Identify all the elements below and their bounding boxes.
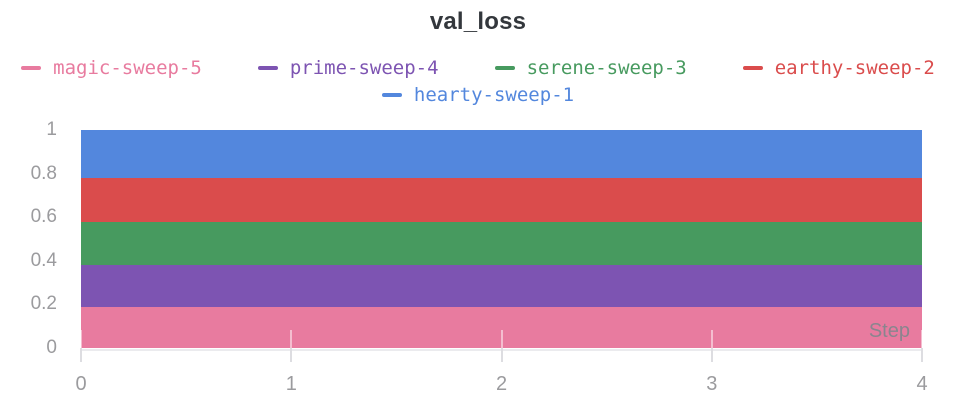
area-series-hearty-sweep-1[interactable] <box>81 130 922 178</box>
y-tick-label: 0 <box>46 337 57 358</box>
legend-item-serene-sweep-3[interactable]: serene-sweep-3 <box>494 57 687 79</box>
x-tick-mark <box>290 330 292 348</box>
x-axis-title: Step <box>868 320 910 342</box>
y-tick-label: 1 <box>46 119 57 140</box>
x-tick-mark <box>711 330 713 348</box>
legend-item-label: serene-sweep-3 <box>526 57 687 79</box>
x-tick-label: 2 <box>495 373 508 395</box>
legend-line-icon <box>742 66 763 70</box>
area-series-earthy-sweep-2[interactable] <box>81 177 922 222</box>
chart-legend: magic-sweep-5 prime-sweep-4 serene-sweep-3… <box>0 57 956 106</box>
x-tick-mark <box>501 330 503 348</box>
plot-area[interactable]: Step <box>80 130 923 362</box>
legend-item-magic-sweep-5[interactable]: magic-sweep-5 <box>21 57 202 79</box>
legend-line-icon <box>21 66 42 70</box>
x-tick-mark <box>711 348 713 362</box>
legend-item-prime-sweep-4[interactable]: prime-sweep-4 <box>257 57 439 79</box>
legend-item-label: magic-sweep-5 <box>53 57 202 79</box>
legend-line-icon <box>494 66 515 70</box>
legend-item-label: earthy-sweep-2 <box>774 57 935 79</box>
x-tick-mark <box>921 330 923 348</box>
legend-line-icon <box>381 93 402 97</box>
x-tick-mark <box>921 348 923 362</box>
area-series-serene-sweep-3[interactable] <box>81 221 922 266</box>
x-tick-label: 4 <box>916 373 928 395</box>
y-tick-label: 0.4 <box>30 249 57 271</box>
x-tick-label: 1 <box>285 373 297 395</box>
legend-item-label: hearty-sweep-1 <box>413 84 575 106</box>
legend-item-label: prime-sweep-4 <box>289 57 439 79</box>
legend-item-earthy-sweep-2[interactable]: earthy-sweep-2 <box>742 57 935 79</box>
area-series-prime-sweep-4[interactable] <box>81 265 922 307</box>
x-tick-mark <box>501 348 503 362</box>
legend-item-hearty-sweep-1[interactable]: hearty-sweep-1 <box>381 84 575 106</box>
y-tick-label: 0.2 <box>30 293 57 315</box>
x-tick-label: 3 <box>706 373 718 395</box>
x-tick-label: 0 <box>75 373 87 395</box>
x-tick-mark <box>290 348 292 362</box>
x-tick-mark <box>80 330 82 348</box>
x-tick-mark <box>80 348 82 362</box>
y-tick-label: 0.8 <box>30 162 57 184</box>
legend-line-icon <box>257 66 278 70</box>
y-tick-label: 0.6 <box>30 206 57 228</box>
chart-title: val_loss <box>429 8 527 35</box>
